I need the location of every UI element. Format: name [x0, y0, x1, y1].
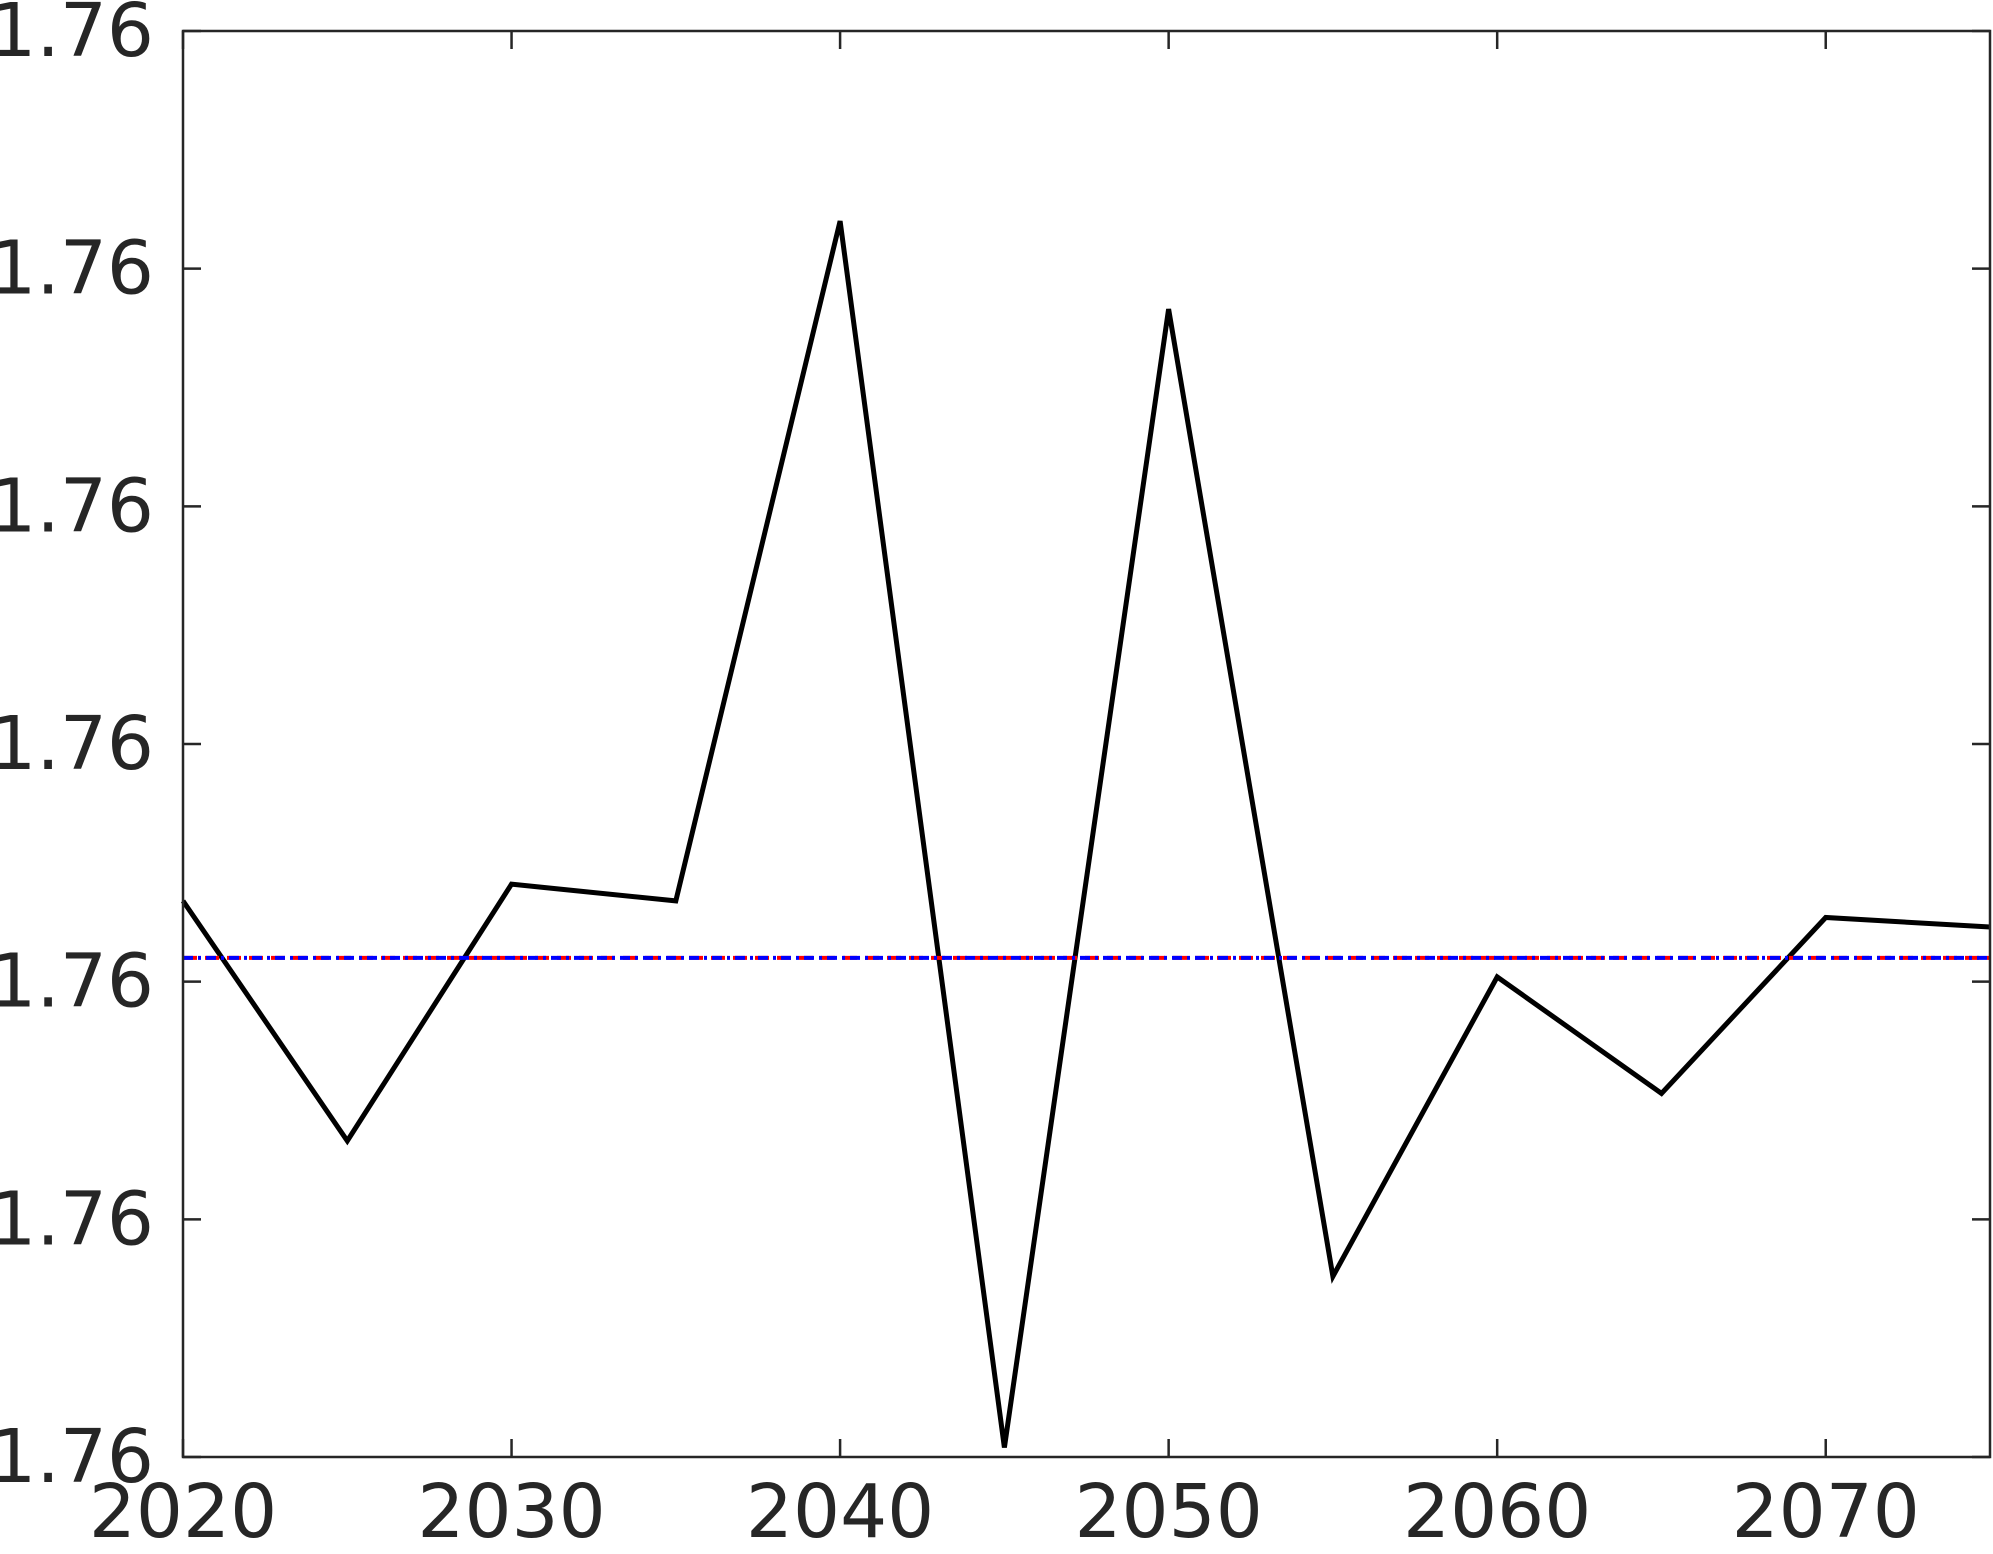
x-tick-label: 2060 — [1403, 1469, 1591, 1554]
x-tick-label: 2040 — [746, 1469, 934, 1554]
y-tick-label: 1.76 — [0, 1176, 154, 1262]
axes-box — [181, 29, 1992, 1459]
x-tick-label: 2030 — [417, 1469, 605, 1554]
x-tick-label: 2020 — [89, 1469, 277, 1554]
y-tick-label: 1.76 — [0, 1414, 154, 1500]
y-tick-label: 1.76 — [0, 0, 154, 74]
series-layer — [180, 220, 1991, 1448]
y-tick-label: 1.76 — [0, 701, 154, 787]
y-tick-label: 1.76 — [0, 463, 154, 549]
x-tick-label: 2070 — [1732, 1469, 1920, 1554]
x-tick-label: 2050 — [1074, 1469, 1262, 1554]
y-tick-label: 1.76 — [0, 226, 154, 312]
series-line-1 — [180, 220, 1991, 1448]
y-tick-label: 1.76 — [0, 939, 154, 1025]
